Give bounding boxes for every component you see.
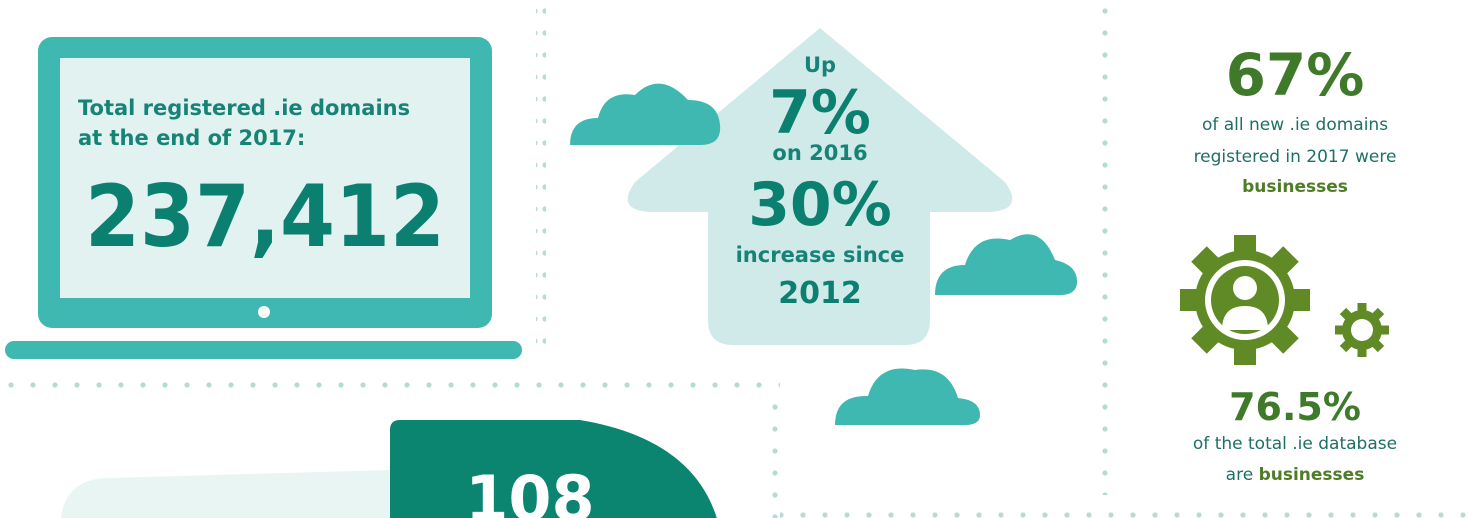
figure: 67% (1226, 41, 1365, 109)
shape (60, 470, 390, 518)
cloud (570, 83, 1078, 425)
text: of the total .ie database (1193, 434, 1397, 454)
text: of all new .ie domains (1202, 115, 1388, 135)
text: are businesses (1226, 465, 1365, 485)
figure: 30% (748, 170, 892, 240)
gear-icon (1180, 235, 1389, 365)
divider (770, 392, 780, 518)
label: Up (804, 53, 836, 77)
text: registered in 2017 were (1194, 147, 1397, 167)
figure: 76.5% (1229, 385, 1361, 429)
figure: 237,412 (85, 167, 445, 267)
shape (390, 420, 717, 518)
laptop (5, 37, 522, 359)
caption: Total registered .ie domains (78, 96, 410, 120)
figure: 7% (769, 78, 871, 148)
arrow (627, 28, 1013, 345)
caption: at the end of 2017: (78, 126, 305, 150)
divider (780, 510, 1479, 518)
label: increase since (736, 243, 905, 267)
text: are (1226, 465, 1254, 485)
label: on 2016 (772, 141, 867, 165)
figure: 2012 (778, 276, 862, 311)
divider (1100, 0, 1110, 495)
emphasis: businesses (1259, 465, 1365, 485)
figure: 108 (465, 462, 594, 518)
divider (536, 0, 546, 358)
divider (0, 382, 780, 392)
emphasis: businesses (1242, 177, 1348, 197)
